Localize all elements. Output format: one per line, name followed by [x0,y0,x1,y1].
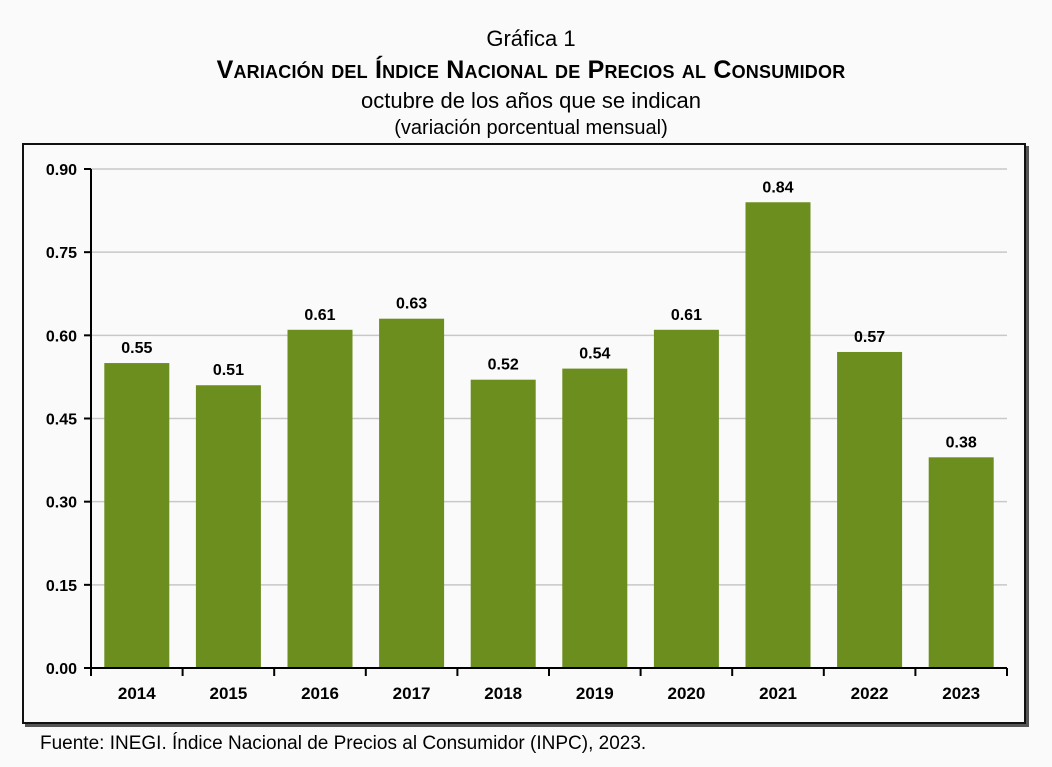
source-prefix: Fuente: [40,733,110,754]
bar-2015 [195,385,261,668]
x-tick-label: 2017 [393,684,431,703]
x-tick-label: 2019 [576,684,614,703]
x-tick-label: 2023 [942,684,980,703]
bar-2017 [379,318,445,668]
bar-2020 [653,329,719,668]
bar-2018 [470,379,536,668]
source-org: INEGI [109,733,162,754]
x-tick-label: 2022 [851,684,889,703]
x-tick-label: 2016 [301,684,339,703]
x-tick-label: 2018 [484,684,522,703]
y-tick-label: 0.75 [46,245,77,262]
y-tick-label: 0.60 [46,328,77,345]
x-tick-label: 2015 [209,684,247,703]
source-suffix: ), 2023. [581,733,647,754]
data-label: 0.57 [854,329,885,346]
y-tick-label: 0.00 [46,661,77,678]
y-tick-label: 0.30 [46,495,77,512]
data-label: 0.61 [671,307,702,324]
chart-subtitle: octubre de los años que se indican [360,88,701,113]
data-label: 0.61 [304,307,335,324]
y-tick-label: 0.90 [46,162,77,179]
data-label: 0.52 [488,357,519,374]
source-mid: . Índice Nacional de Precios al Consumid… [161,733,537,754]
bar-2023 [928,457,994,668]
bar-2019 [562,368,628,668]
data-label: 0.63 [396,296,427,313]
data-label: 0.84 [762,179,793,196]
chart-label: Gráfica 1 [486,26,576,51]
chart-title: Variación del Índice Nacional de Precios… [216,56,846,84]
bar-2022 [837,351,903,668]
chart-unit-note: (variación porcentual mensual) [394,117,668,139]
y-tick-label: 0.15 [46,578,77,595]
x-tick-label: 2021 [759,684,797,703]
data-label: 0.51 [213,362,244,379]
bar-2014 [104,363,170,668]
y-tick-label: 0.45 [46,412,77,429]
data-label: 0.55 [121,340,152,357]
x-tick-label: 2020 [667,684,705,703]
data-label: 0.38 [946,434,977,451]
data-label: 0.54 [579,346,610,363]
bar-2016 [287,329,353,668]
source-note: Fuente: INEGI. Índice Nacional de Precio… [40,733,646,755]
x-tick-label: 2014 [118,684,156,703]
source-abbr: INPC [536,733,582,754]
bar-2021 [745,202,811,668]
